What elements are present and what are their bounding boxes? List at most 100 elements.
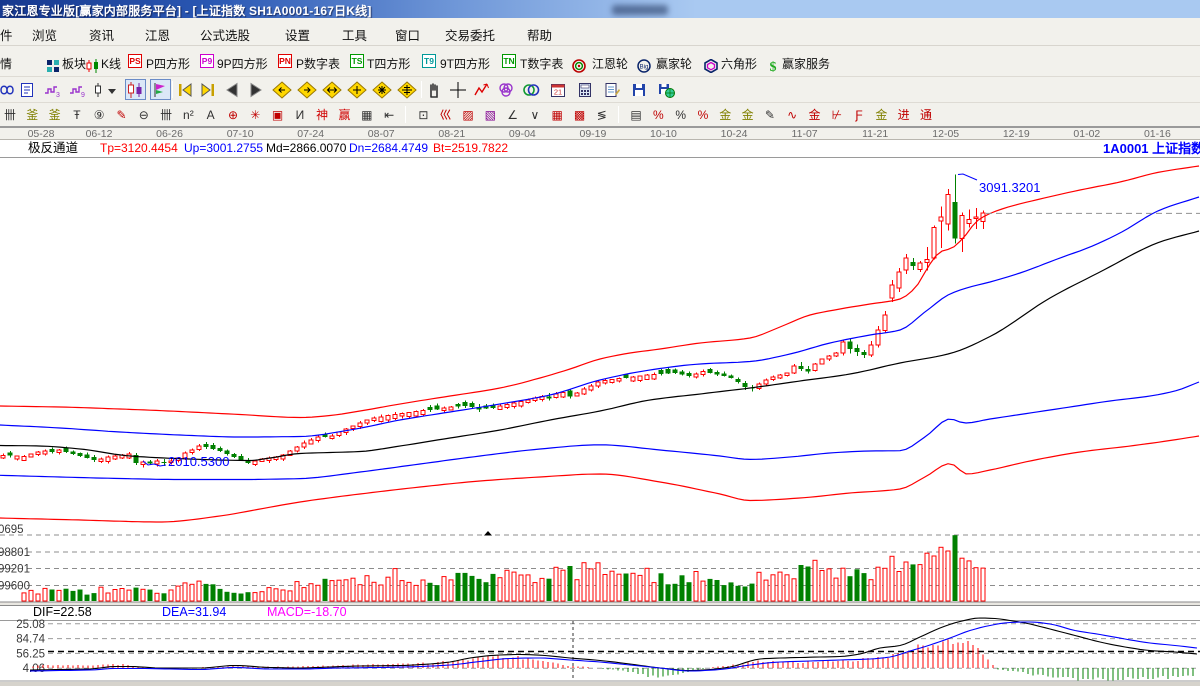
note-blue-icon[interactable] <box>17 79 38 100</box>
candle-body-up <box>441 407 447 411</box>
gann-tool-31[interactable]: 金 <box>719 106 732 123</box>
gann-tool-34[interactable]: ∿ <box>787 106 798 123</box>
toolbar-main-item-1[interactable]: 板块 <box>62 55 87 72</box>
toolbar-main-item-8[interactable]: T数字表 <box>520 55 564 72</box>
gann-tool-39[interactable]: 进 <box>897 106 910 123</box>
volume-bar <box>847 576 853 601</box>
volume-bar <box>588 568 594 602</box>
diamond-cross-icon[interactable] <box>347 79 368 100</box>
volume-bar <box>21 592 27 602</box>
toolbar-main-item-12[interactable]: 赢家服务 <box>782 55 831 72</box>
gann-tool-13[interactable]: И <box>295 106 305 123</box>
candle-style-dropdown-icon[interactable] <box>90 79 118 100</box>
gann-tool-33[interactable]: ✎ <box>764 106 775 123</box>
gann-tool-8[interactable]: n² <box>183 106 194 123</box>
toolbar-main-item-7[interactable]: 9T四方形 <box>440 55 491 72</box>
gann-tool-4[interactable]: ⑨ <box>93 106 105 123</box>
menu-item-7[interactable]: 窗口 <box>395 25 421 44</box>
gann-tool-2[interactable]: 釜 <box>48 106 61 123</box>
toolbar-main-item-2[interactable]: K线 <box>101 55 122 72</box>
menu-item-6[interactable]: 工具 <box>342 25 368 44</box>
gann-tool-6[interactable]: ⊖ <box>138 106 149 123</box>
toolbar-main-item-10[interactable]: 赢家轮 <box>656 55 693 72</box>
wave-3-icon[interactable]: 3 <box>42 79 63 100</box>
gann-tool-10[interactable]: ⊕ <box>227 106 239 123</box>
toolbar-main-item-9[interactable]: 江恩轮 <box>592 55 629 72</box>
notepad-icon[interactable] <box>602 79 623 100</box>
nav-prev-icon[interactable] <box>222 79 243 100</box>
gann-tool-27[interactable]: ▤ <box>630 106 642 123</box>
diamond-right-icon[interactable] <box>297 79 318 100</box>
candle-red-icon[interactable] <box>124 79 146 100</box>
symbol-label: 1A0001 上证指数 <box>1103 138 1200 157</box>
gann-tool-12[interactable]: ▣ <box>271 106 284 123</box>
gann-tool-0[interactable]: 卌 <box>3 106 16 123</box>
menu-item-9[interactable]: 帮助 <box>527 25 553 44</box>
title-bar[interactable]: 家江恩专业版[赢家内部服务平台] - [上证指数 SH1A0001-167日K线… <box>0 0 1200 19</box>
menu-item-2[interactable]: 资讯 <box>89 25 115 44</box>
gann-tool-40[interactable]: 通 <box>919 106 932 123</box>
gann-tool-17[interactable]: ⇤ <box>384 106 395 123</box>
toolbar-main-item-3[interactable]: P四方形 <box>146 55 191 72</box>
floppy-icon[interactable] <box>629 79 650 100</box>
flag-icon[interactable] <box>149 79 171 100</box>
crosshair-icon[interactable] <box>448 79 469 100</box>
gann-tool-7[interactable]: 卌 <box>160 106 173 123</box>
gann-tool-37[interactable]: Ƒ <box>855 106 863 123</box>
gann-tool-18[interactable]: ⊡ <box>418 106 429 123</box>
gann-tool-30[interactable]: % <box>697 106 709 123</box>
gann-tool-5[interactable]: ✎ <box>116 106 127 123</box>
gann-tool-3[interactable]: Ŧ <box>73 106 81 123</box>
toolbar-main-item-5[interactable]: P数字表 <box>296 55 341 72</box>
gann-tool-21[interactable]: ▧ <box>484 106 496 123</box>
diamond-left-icon[interactable] <box>272 79 293 100</box>
gann-tool-28[interactable]: % <box>653 106 664 123</box>
volume-bar <box>231 592 237 601</box>
nav-next-icon[interactable] <box>246 79 267 100</box>
gann-tool-23[interactable]: ∨ <box>530 106 540 123</box>
nav-last-icon[interactable] <box>198 79 219 100</box>
rings-icon[interactable] <box>521 79 542 100</box>
gann-tool-36[interactable]: ⊬ <box>831 106 843 123</box>
gann-tool-35[interactable]: 金 <box>808 106 821 123</box>
wave-9-icon[interactable]: 9 <box>67 79 88 100</box>
menu-item-5[interactable]: 设置 <box>285 25 311 44</box>
menu-item-0[interactable]: 件 <box>0 25 13 44</box>
gann-tool-22[interactable]: ∠ <box>507 106 518 123</box>
knot-blue-icon[interactable] <box>0 79 18 100</box>
diamond-lr-icon[interactable] <box>322 79 343 100</box>
calculator-icon[interactable] <box>575 79 596 100</box>
gann-tool-14[interactable]: 神 <box>316 106 329 123</box>
gann-tool-16[interactable]: ▦ <box>361 106 373 123</box>
nav-first-icon[interactable] <box>175 79 196 100</box>
gann-tool-20[interactable]: ▨ <box>462 106 474 123</box>
diamond-grid-icon[interactable] <box>397 79 418 100</box>
gann-tool-26[interactable]: ≶ <box>596 106 607 123</box>
toolbar-main-item-0[interactable]: 情 <box>0 55 13 72</box>
gann-tool-15[interactable]: 赢 <box>338 106 351 123</box>
gann-tool-25[interactable]: ▩ <box>573 106 586 123</box>
gann-tool-24[interactable]: ▦ <box>551 106 563 123</box>
menu-item-1[interactable]: 浏览 <box>32 25 58 44</box>
gann-tool-32[interactable]: 金 <box>741 106 754 123</box>
menu-item-8[interactable]: 交易委托 <box>445 25 496 44</box>
gann-tool-38[interactable]: 金 <box>875 106 888 123</box>
zigzag-icon[interactable] <box>472 79 493 100</box>
menu-item-4[interactable]: 公式选股 <box>200 25 251 44</box>
toolbar-main-item-6[interactable]: T四方形 <box>367 55 411 72</box>
hand-icon[interactable] <box>424 79 445 100</box>
volume-bar <box>637 574 643 602</box>
diamond-star-icon[interactable] <box>372 79 393 100</box>
knot-purple-icon[interactable] <box>496 79 517 100</box>
gann-tool-1[interactable]: 釜 <box>26 106 39 123</box>
toolbar-main-item-11[interactable]: 六角形 <box>721 55 758 72</box>
toolbar-main-item-4[interactable]: 9P四方形 <box>217 55 268 72</box>
floppy-globe-icon[interactable] <box>656 79 677 100</box>
gann-tool-19[interactable]: 巛 <box>439 106 452 123</box>
menu-item-3[interactable]: 江恩 <box>145 25 171 44</box>
gann-tool-29[interactable]: % <box>675 106 687 123</box>
gann-tool-11[interactable]: ✳ <box>250 106 261 123</box>
gann-tool-9[interactable]: A <box>206 106 215 123</box>
calendar-icon[interactable]: 21 <box>548 79 569 100</box>
